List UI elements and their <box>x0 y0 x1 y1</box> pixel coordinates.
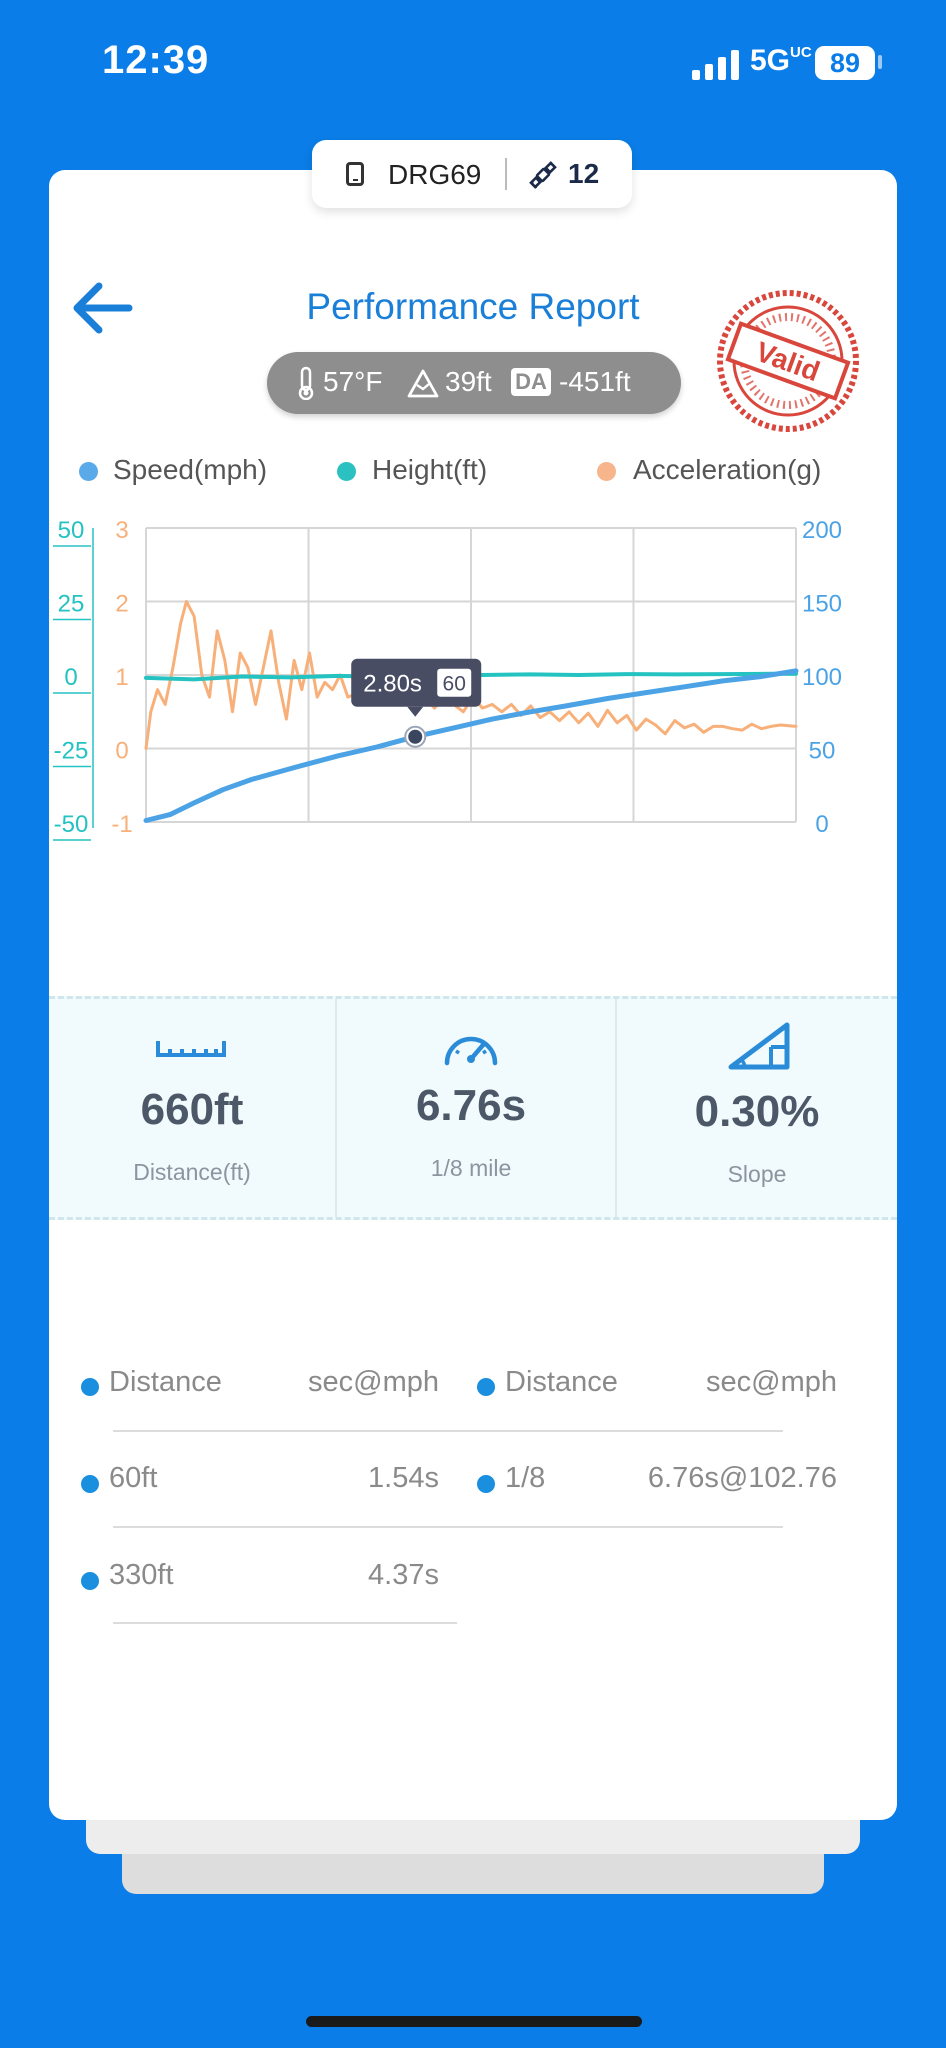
battery-tip <box>878 55 882 69</box>
stat-distance: 660ft Distance(ft) <box>49 999 335 1217</box>
speed-tick-label: 0 <box>815 811 828 838</box>
acceleration-tick-label: -1 <box>111 811 132 838</box>
slope-icon <box>728 1022 790 1070</box>
row-divider <box>113 1526 783 1528</box>
acceleration-tick-label: 3 <box>115 517 128 544</box>
split-header-time: sec@mph <box>308 1366 439 1398</box>
speed-tick-label: 150 <box>802 591 842 618</box>
speed-tick-label: 100 <box>802 664 842 691</box>
device-name: DRG69 <box>388 159 482 190</box>
tooltip-time: 2.80s <box>363 671 422 698</box>
split-time: 4.37s <box>368 1559 439 1591</box>
signal-strength-icon <box>692 50 739 80</box>
split-time: 1.54s <box>368 1462 439 1494</box>
legend-height[interactable]: Height(ft) <box>372 454 488 485</box>
temperature: 57°F <box>323 366 383 397</box>
split-distance: 60ft <box>109 1462 158 1494</box>
thermometer-icon <box>298 366 314 400</box>
bullet-icon <box>81 1378 99 1396</box>
bullet-icon <box>477 1475 495 1493</box>
distance-label: Distance(ft) <box>133 1159 251 1185</box>
stat-divider <box>335 999 337 1217</box>
stat-eighth-mile: 6.76s 1/8 mile <box>337 999 605 1217</box>
legend-dot-height <box>337 462 356 481</box>
mountain-icon <box>407 369 439 398</box>
acceleration-tick-label: 2 <box>115 591 128 618</box>
stat-slope: 0.30% Slope <box>617 999 897 1217</box>
legend-dot-acceleration <box>597 462 616 481</box>
speed-tick-label: 50 <box>809 738 836 765</box>
split-header-distance: Distance <box>109 1366 222 1398</box>
home-indicator[interactable] <box>306 2016 642 2027</box>
acceleration-tick-label: 1 <box>115 664 128 691</box>
elapsed-time-label: 1/8 mile <box>430 1155 512 1181</box>
density-altitude: -451ft <box>559 366 631 397</box>
divider <box>505 158 507 190</box>
tooltip-value: 60 <box>443 673 466 696</box>
split-distance: 1/8 <box>505 1462 546 1494</box>
status-bar: 12:39 5GUC 89 <box>0 0 946 120</box>
slope-value: 0.30% <box>694 1087 820 1136</box>
elapsed-time-value: 6.76s <box>415 1081 527 1130</box>
satellite-icon <box>529 161 557 189</box>
ruler-icon <box>156 1041 226 1057</box>
report-card: Performance Report 57°F 39ft DA -451ft V… <box>49 170 897 1820</box>
height-tick-label: 0 <box>64 664 77 691</box>
height-tick-label: 50 <box>58 517 85 544</box>
legend-speed[interactable]: Speed(mph) <box>113 454 268 485</box>
distance-value: 660ft <box>140 1085 244 1134</box>
device-icon <box>346 162 364 186</box>
tooltip-pointer <box>407 706 424 717</box>
bullet-icon <box>81 1572 99 1590</box>
tooltip-value-badge <box>437 668 472 697</box>
speedometer-icon <box>444 1036 498 1066</box>
performance-chart[interactable]: 50 3 200 25 2 150 0 1 100 -25 0 50 -50 -1 0 2.80s 60 <box>49 510 897 930</box>
device-selector[interactable]: DRG69 12 <box>312 140 632 208</box>
row-divider <box>113 1430 783 1432</box>
altitude: 39ft <box>445 366 492 397</box>
environment-conditions: 57°F 39ft DA -451ft <box>267 352 681 414</box>
stats-panel: 660ft Distance(ft) 6.76s 1/8 mile 0.30% … <box>49 996 897 1220</box>
slope-label: Slope <box>727 1161 787 1187</box>
status-time: 12:39 <box>102 38 210 82</box>
height-tick-label: -50 <box>54 811 89 838</box>
speed-line <box>143 668 799 823</box>
network-indicator: 5GUC <box>750 44 812 77</box>
bullet-icon <box>477 1378 495 1396</box>
split-time: 6.76s@102.76 <box>647 1462 837 1494</box>
tooltip-point <box>408 729 423 744</box>
acceleration-tick-label: 0 <box>115 738 128 765</box>
page-title: Performance Report <box>306 286 640 327</box>
height-tick-label: 25 <box>58 591 85 618</box>
battery-icon: 89 <box>815 46 875 80</box>
legend-acceleration[interactable]: Acceleration(g) <box>633 454 822 485</box>
network-suffix: UC <box>790 44 812 61</box>
split-header-time: sec@mph <box>706 1366 837 1398</box>
height-line <box>144 671 798 682</box>
split-distance: 330ft <box>109 1559 174 1591</box>
da-badge: DA <box>511 368 551 396</box>
satellite-count: 12 <box>568 158 600 189</box>
speed-tick-label: 200 <box>802 517 842 544</box>
row-divider <box>113 1622 457 1624</box>
legend-dot-speed <box>79 462 98 481</box>
bullet-icon <box>81 1475 99 1493</box>
valid-stamp: Valid <box>717 290 859 432</box>
height-tick-label: -25 <box>54 738 89 765</box>
back-arrow-icon[interactable] <box>69 280 133 336</box>
split-header-distance: Distance <box>505 1366 618 1398</box>
stat-divider <box>615 999 617 1217</box>
chart-legend: Speed(mph) Height(ft) Acceleration(g) <box>49 454 897 494</box>
